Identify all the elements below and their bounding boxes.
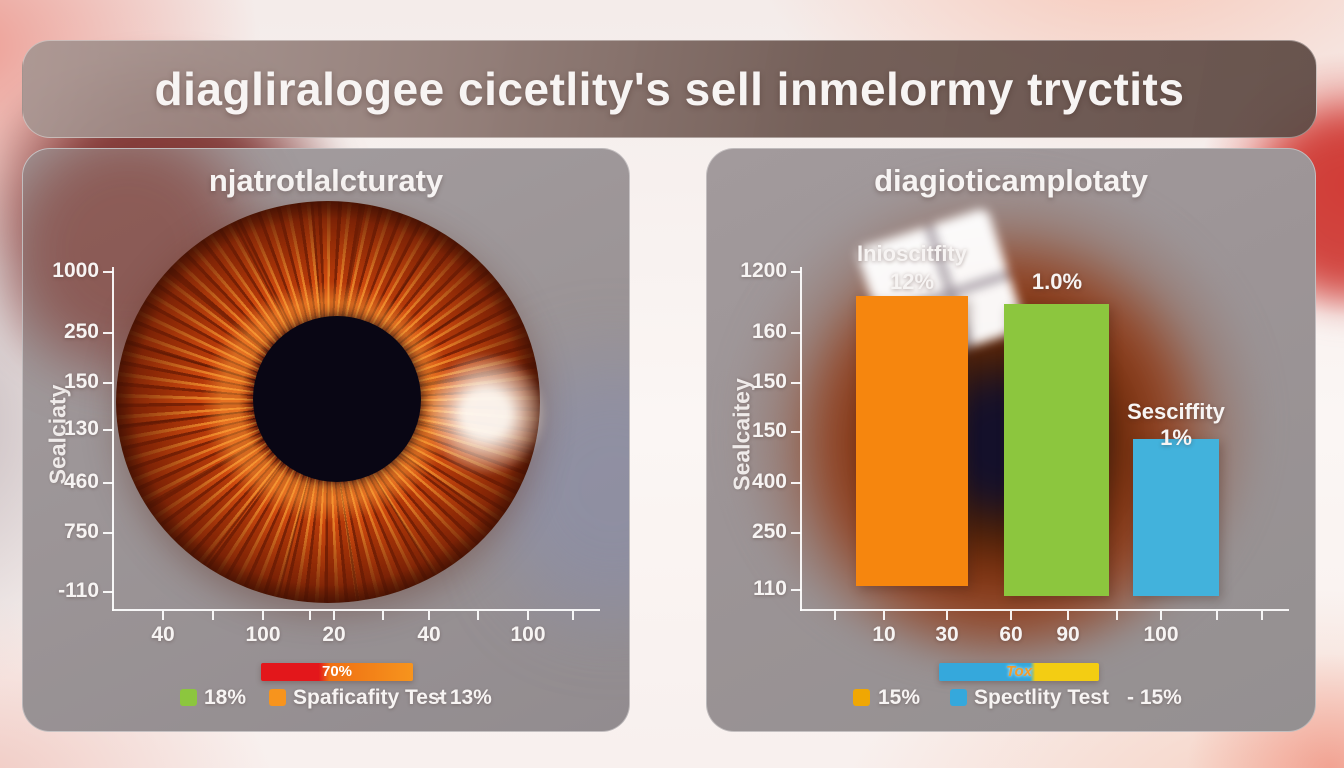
axis-tick (333, 611, 335, 620)
main-title: diagliralogee cicetlity's sell inmelormy… (154, 63, 1185, 115)
axis-tick (212, 611, 214, 620)
bar-green (1004, 304, 1109, 596)
axis-tick (1261, 611, 1263, 620)
x-tick-label: 20 (322, 623, 346, 646)
bar-orange (856, 296, 968, 586)
axis-tick (791, 382, 801, 384)
x-tick-label: 100 (1143, 623, 1179, 646)
legend-swatch-green (180, 689, 197, 706)
x-tick-label: 10 (872, 623, 896, 646)
axis-tick (382, 611, 384, 620)
left-panel-title: njatrotlalcturaty (208, 163, 444, 198)
axis-tick (103, 271, 113, 273)
header-banner: diagliralogee cicetlity's sell inmelormy… (22, 40, 1317, 138)
y-tick-label: 250 (63, 320, 99, 343)
axis-tick (572, 611, 574, 620)
bar-name-label: Inioscitfity (856, 241, 967, 266)
y-tick-label: 150 (751, 419, 787, 442)
y-tick-label: 1200 (740, 259, 787, 282)
x-tick-label: 40 (151, 623, 175, 646)
x-tick-label: 60 (999, 623, 1023, 646)
axis-tick (162, 611, 164, 620)
right-chart-panel: diagioticamplotaty Sealcaitey Inioscitfi… (706, 148, 1316, 732)
right-progress-bar: Tox (939, 663, 1099, 681)
axis-tick (791, 431, 801, 433)
right-x-axis-line (800, 609, 1289, 611)
x-tick-label: 40 (417, 623, 441, 646)
bar-value-label: 1% (1160, 425, 1192, 450)
axis-tick (1160, 611, 1162, 620)
y-tick-label: 1000 (52, 259, 99, 282)
legend-swatch-yellow (853, 689, 870, 706)
left-progress-label: 70% (321, 663, 353, 680)
left-progress-bar: 70% (261, 663, 413, 681)
axis-tick (1116, 611, 1118, 620)
legend-swatch-blue (950, 689, 967, 706)
axis-tick (103, 591, 113, 593)
axis-tick (946, 611, 948, 620)
right-progress-label: Tox (1005, 663, 1033, 680)
axis-tick (103, 532, 113, 534)
axis-tick (1216, 611, 1218, 620)
legend-delta-value: - 13% (437, 686, 492, 709)
left-x-axis-line (112, 609, 600, 611)
right-y-axis-line (800, 267, 802, 611)
y-tick-label: 400 (751, 470, 787, 493)
axis-tick (309, 611, 311, 620)
axis-tick (791, 332, 801, 334)
y-tick-label: 130 (63, 417, 99, 440)
left-y-axis-line (112, 267, 114, 611)
y-tick-label: 110 (753, 577, 787, 600)
axis-tick (791, 589, 801, 591)
y-tick-label: 160 (751, 320, 787, 343)
axis-tick (103, 382, 113, 384)
axis-tick (791, 271, 801, 273)
legend-swatch-orange (269, 689, 286, 706)
axis-tick (791, 482, 801, 484)
axis-tick (428, 611, 430, 620)
axis-tick (834, 611, 836, 620)
axis-tick (791, 532, 801, 534)
axis-tick (262, 611, 264, 620)
y-tick-label: 750 (63, 520, 99, 543)
axis-tick (1010, 611, 1012, 620)
x-tick-label: 100 (510, 623, 546, 646)
left-chart-panel: njatrotlalcturaty Sealciaty 1000 250 150… (22, 148, 630, 732)
legend-series-label: Spectlity Test (974, 686, 1109, 709)
x-tick-label: 30 (935, 623, 959, 646)
axis-tick (477, 611, 479, 620)
right-panel-title: diagioticamplotaty (874, 163, 1148, 198)
axis-tick (103, 482, 113, 484)
y-tick-label: 460 (63, 470, 99, 493)
bar-value-label: 1.0% (1031, 269, 1083, 294)
axis-tick (883, 611, 885, 620)
axis-tick (103, 332, 113, 334)
axis-tick (527, 611, 529, 620)
pupil (253, 316, 421, 482)
bar-name-label: Sesciffity (1127, 399, 1225, 424)
x-tick-label: 90 (1056, 623, 1080, 646)
y-tick-label: 250 (751, 520, 787, 543)
legend-series-label: Spaficafity Test (293, 686, 447, 709)
x-tick-label: 100 (245, 623, 281, 646)
axis-tick (1067, 611, 1069, 620)
legend-delta-value: - 15% (1127, 686, 1182, 709)
bar-blue (1133, 439, 1219, 596)
legend-yellow-value: 15% (878, 686, 921, 709)
y-tick-label: -110 (58, 579, 99, 602)
y-tick-label: 150 (63, 370, 99, 393)
legend-green-value: 18% (204, 686, 247, 709)
bar-value-label: 12% (889, 269, 935, 294)
y-tick-label: 150 (751, 370, 787, 393)
iris-highlight (427, 355, 545, 473)
axis-tick (103, 429, 113, 431)
